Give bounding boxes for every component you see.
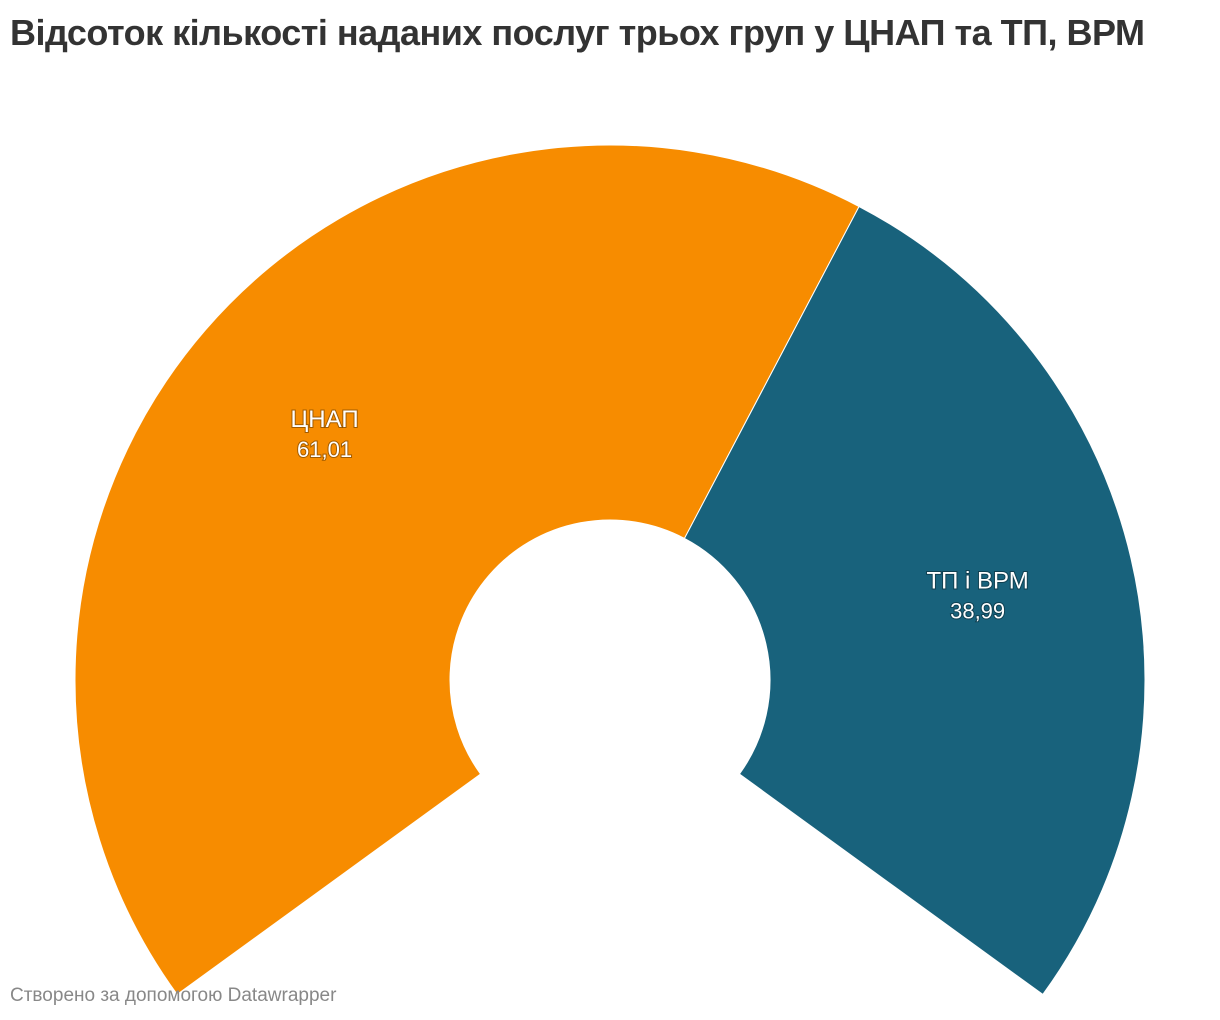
- labels-group: ЦНАП 61,01 ТП і ВРМ 38,99: [290, 405, 1030, 624]
- slice-label-2: ТП і ВРМ: [926, 567, 1028, 594]
- slice-value-1: 61,01: [297, 437, 352, 462]
- slices-group: [74, 144, 1146, 996]
- slice-2[interactable]: [683, 205, 1146, 996]
- slice-value-2: 38,99: [950, 598, 1005, 623]
- footer-credit: Створено за допомогою Datawrapper: [10, 985, 337, 1006]
- slice-label-1: ЦНАП: [291, 406, 359, 433]
- chart-title: Відсоток кількості наданих послуг трьох …: [10, 12, 1145, 53]
- slice-1[interactable]: [74, 144, 860, 996]
